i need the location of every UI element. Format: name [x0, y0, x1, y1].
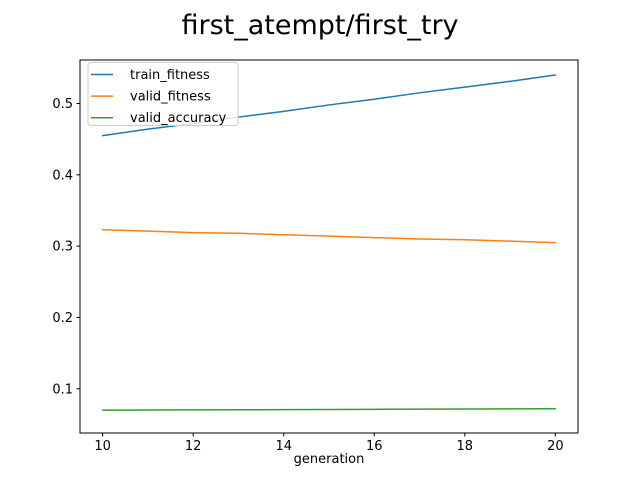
y-tick-label: 0.1	[52, 382, 73, 397]
legend-train_fitness-label: train_fitness	[130, 68, 210, 83]
x-tick-label: 12	[185, 439, 202, 454]
valid_fitness-line	[101, 228, 557, 244]
chart-title: first_atempt/first_try	[181, 10, 459, 41]
x-tick-label: 10	[94, 439, 111, 454]
legend-valid_accuracy-label: valid_accuracy	[130, 111, 227, 126]
x-tick-label: 16	[366, 439, 383, 454]
y-tick-label: 0.3	[52, 240, 73, 255]
y-tick-label: 0.2	[52, 311, 73, 326]
y-tick-label: 0.5	[52, 97, 73, 112]
x-axis-label: generation	[293, 452, 365, 467]
y-tick-label: 0.4	[52, 168, 73, 183]
x-tick-label: 18	[457, 439, 474, 454]
x-tick-label: 14	[275, 439, 292, 454]
valid_accuracy-line	[101, 408, 557, 411]
legend-valid_fitness-label: valid_fitness	[130, 90, 211, 105]
legend-box	[87, 62, 239, 126]
x-tick-label: 20	[547, 439, 564, 454]
